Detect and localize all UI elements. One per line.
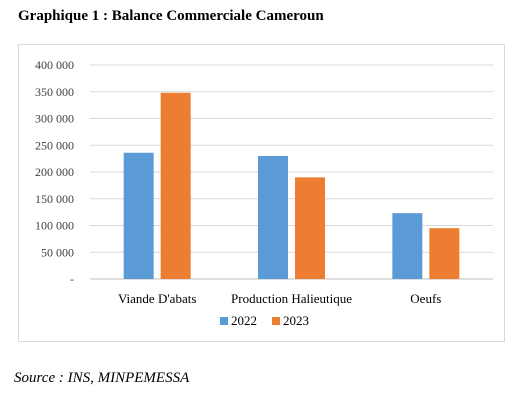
source-note: Source : INS, MINPEMESSA bbox=[14, 370, 190, 386]
bar-2022-2 bbox=[392, 213, 423, 279]
bar-2023-0 bbox=[160, 92, 191, 279]
x-category-label: Oeufs bbox=[410, 291, 441, 306]
y-tick-label: 350 000 bbox=[35, 85, 74, 99]
x-category-label: Viande D'abats bbox=[118, 291, 196, 306]
y-tick-label: 250 000 bbox=[35, 138, 74, 152]
x-category-label: Production Halieutique bbox=[231, 291, 352, 306]
legend-label: 2023 bbox=[283, 313, 309, 328]
legend-swatch-2022 bbox=[220, 317, 228, 325]
bar-chart: - 50 000 100 000 150 000 200 000 250 000 300 0… bbox=[35, 58, 493, 328]
bar-2023-1 bbox=[295, 177, 325, 279]
y-tick-label: - bbox=[70, 272, 74, 286]
chart-heading: Graphique 1 : Balance Commerciale Camero… bbox=[18, 8, 324, 24]
y-tick-label: 50 000 bbox=[41, 245, 74, 259]
bar-2022-1 bbox=[258, 155, 288, 279]
y-tick-label: 400 000 bbox=[35, 58, 74, 72]
y-tick-label: 150 000 bbox=[35, 192, 74, 206]
y-tick-label: 300 000 bbox=[35, 112, 74, 126]
y-tick-label: 200 000 bbox=[35, 165, 74, 179]
legend-swatch-2023 bbox=[272, 317, 280, 325]
bar-2023-2 bbox=[429, 228, 460, 279]
legend-label: 2022 bbox=[231, 313, 257, 328]
y-tick-label: 100 000 bbox=[35, 219, 74, 233]
bar-2022-0 bbox=[123, 152, 154, 279]
